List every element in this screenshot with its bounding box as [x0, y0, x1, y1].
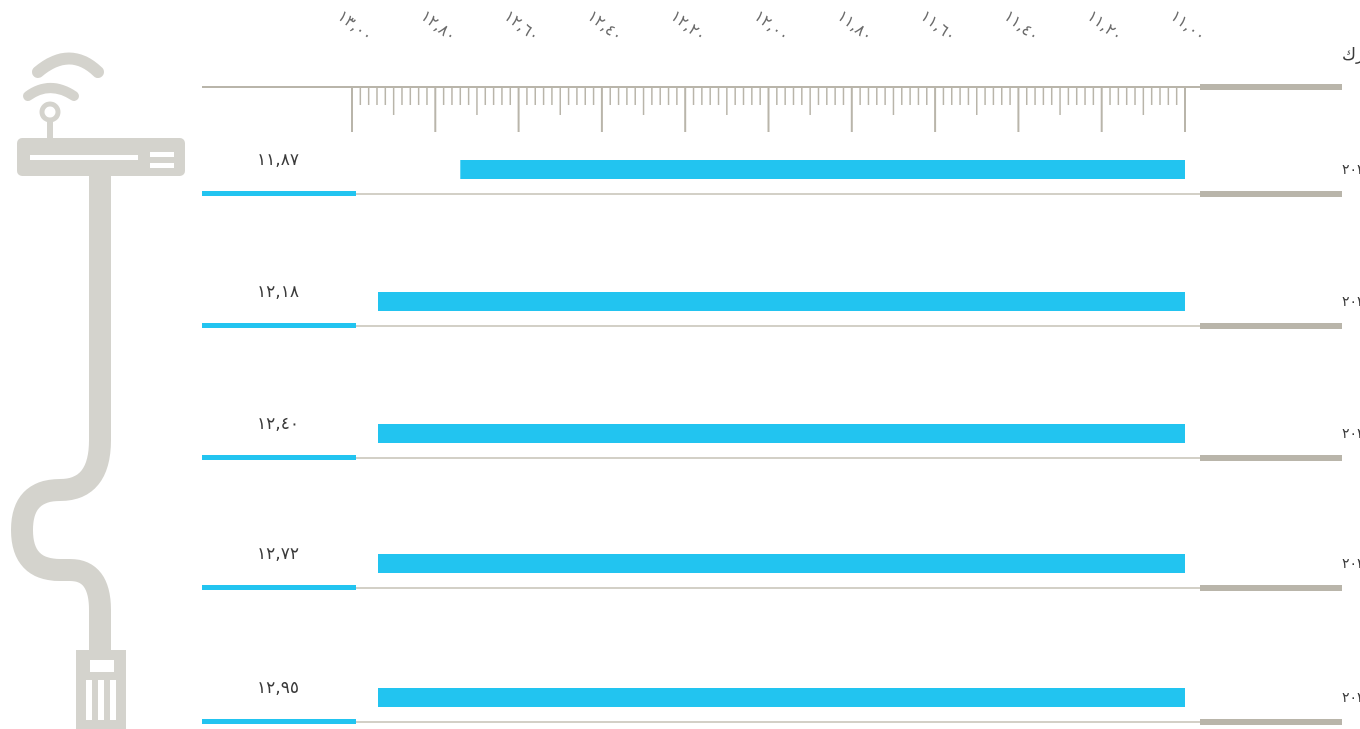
category-label: ينايــر-مارس ٢٠٢٦ — [1342, 690, 1360, 706]
bar-rows: ينايــر-مارس ٢٠٢٥ ١١,٨٧ أبريــل-يونيـو ٢٠٢… — [202, 150, 1360, 725]
tick-label: ١٢,٨٠ — [417, 6, 460, 45]
category-label: يوليو-سـبتمبر ٢٠٢٥ — [1342, 426, 1360, 442]
value-label: ١٢,٩٥ — [257, 678, 299, 698]
tick-label: ١١,٦٠ — [917, 6, 960, 45]
category-label: أبريــل-يونيـو ٢٠٢٥ — [1342, 292, 1360, 310]
category-label: أكتوبر-ديسـمبر ٢٠٢٥ — [1342, 554, 1360, 572]
bar — [378, 554, 1185, 573]
bar-row: ينايــر-مارس ٢٠٢٥ ١١,٨٧ — [202, 150, 1360, 197]
value-label: ١١,٨٧ — [257, 150, 299, 170]
tick-label: ١١,٤٠ — [1000, 6, 1043, 45]
tick-label: ١١,٢٠ — [1084, 6, 1127, 45]
tick-label: ١٢,٤٠ — [584, 6, 627, 45]
axis-title: مليون مشترك — [1342, 45, 1360, 65]
tick-label: ١١,٠٠ — [1167, 6, 1210, 45]
category-label: ينايــر-مارس ٢٠٢٥ — [1342, 162, 1360, 178]
value-label: ١٢,١٨ — [257, 282, 299, 302]
bar — [378, 688, 1185, 707]
value-label: ١٢,٤٠ — [257, 414, 299, 434]
row-label-accent — [1200, 191, 1342, 197]
row-value-accent — [202, 719, 356, 724]
wifi-router-icon — [17, 52, 185, 176]
tick-label: ١٢,٢٠ — [667, 6, 710, 45]
row-value-accent — [202, 585, 356, 590]
tick-label: ١٢,٠٠ — [750, 6, 793, 45]
axis-accent — [1200, 84, 1342, 90]
ethernet-plug-icon — [76, 650, 126, 729]
row-label-accent — [1200, 719, 1342, 725]
tick-label: ١٢,٦٠ — [501, 6, 544, 45]
row-value-accent — [202, 455, 356, 460]
row-value-accent — [202, 323, 356, 328]
bar — [460, 160, 1185, 179]
bar-row: يوليو-سـبتمبر ٢٠٢٥ ١٢,٤٠ — [202, 414, 1360, 461]
bar-row: أبريــل-يونيـو ٢٠٢٥ ١٢,١٨ — [202, 282, 1360, 329]
row-label-accent — [1200, 585, 1342, 591]
row-value-accent — [202, 191, 356, 196]
tick-label: ١١,٨٠ — [834, 6, 877, 45]
row-label-accent — [1200, 323, 1342, 329]
bar — [378, 424, 1185, 443]
cable-icon — [11, 176, 111, 650]
bar-row: ينايــر-مارس ٢٠٢٦ ١٢,٩٥ — [202, 678, 1360, 725]
x-axis: ١١,٠٠ ١١,٢٠ ١١,٤٠ ١١,٦٠ ١١,٨٠ ١٢,٠٠ ١٢,٢٠ ١٢,٤٠… — [202, 6, 1342, 132]
bar — [378, 292, 1185, 311]
value-label: ١٢,٧٢ — [257, 544, 299, 564]
bar-row: أكتوبر-ديسـمبر ٢٠٢٥ ١٢,٧٢ — [202, 544, 1360, 591]
row-label-accent — [1200, 455, 1342, 461]
tick-label: ١٣,٠٠ — [334, 6, 377, 45]
